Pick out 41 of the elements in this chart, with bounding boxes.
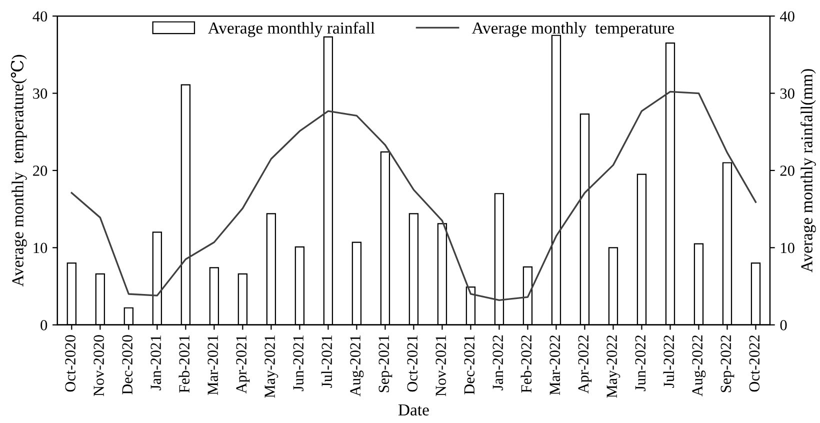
y2-tick-label: 0	[780, 320, 787, 330]
x-tick-label: Oct-2021	[407, 336, 418, 392]
x-tick-label: Nov-2021	[436, 336, 446, 396]
x-tick-label: Oct-2022	[749, 335, 760, 392]
y-tick-label: 10	[34, 242, 48, 254]
x-tick-label: Dec-2021	[464, 336, 475, 394]
x-tick-label: May-2021	[264, 336, 278, 398]
x-tick-label: Jul-2021	[321, 336, 332, 388]
x-tick-label: Mar-2022	[550, 335, 560, 395]
x-tick-label: Jun-2021	[293, 336, 304, 392]
x-tick-label: May-2022	[606, 335, 620, 398]
y2-tick-label: 40	[780, 11, 794, 22]
line-series	[70, 90, 757, 301]
y2-axis-title: Average monthly rainfall(mm)	[800, 69, 816, 272]
x-axis-title: Date	[398, 404, 429, 416]
x-tick-label: Jun-2022	[635, 335, 646, 392]
x-tick-label: Nov-2020	[94, 335, 104, 396]
y-tick-label: 0	[40, 320, 48, 330]
x-tick-label: Feb-2022	[520, 335, 532, 393]
y-tick-label: 30	[33, 88, 48, 99]
y2-tick-label: 30	[780, 88, 794, 99]
x-tick-label: Aug-2022	[692, 335, 706, 396]
y-axis-title: Average monthly temperature(℃)	[10, 54, 27, 287]
legend-label: Average monthly rainfall	[208, 22, 375, 38]
x-tick-label: Mar-2021	[208, 336, 218, 395]
x-tick-label: Oct-2020	[65, 335, 76, 392]
x-tick-label: Jan-2021	[150, 336, 161, 390]
legend-label: Average monthly temperature	[472, 22, 674, 38]
x-tick-label: Jul-2022	[663, 335, 674, 388]
x-tick-label: Jan-2022	[492, 335, 504, 390]
y2-tick-label: 20	[780, 166, 794, 176]
y-tick-label: 20	[33, 166, 48, 176]
y-tick-label: 40	[32, 11, 48, 22]
x-tick-label: Aug-2021	[350, 336, 364, 396]
x-tick-label: Sep-2021	[378, 336, 392, 392]
x-tick-label: Sep-2022	[720, 335, 734, 392]
x-tick-label: Feb-2021	[178, 336, 190, 393]
x-tick-label: Apr-2022	[578, 335, 592, 394]
x-tick-label: Dec-2020	[122, 335, 132, 394]
y2-tick-label: 10	[781, 242, 794, 254]
x-tick-label: Apr-2021	[236, 336, 250, 394]
